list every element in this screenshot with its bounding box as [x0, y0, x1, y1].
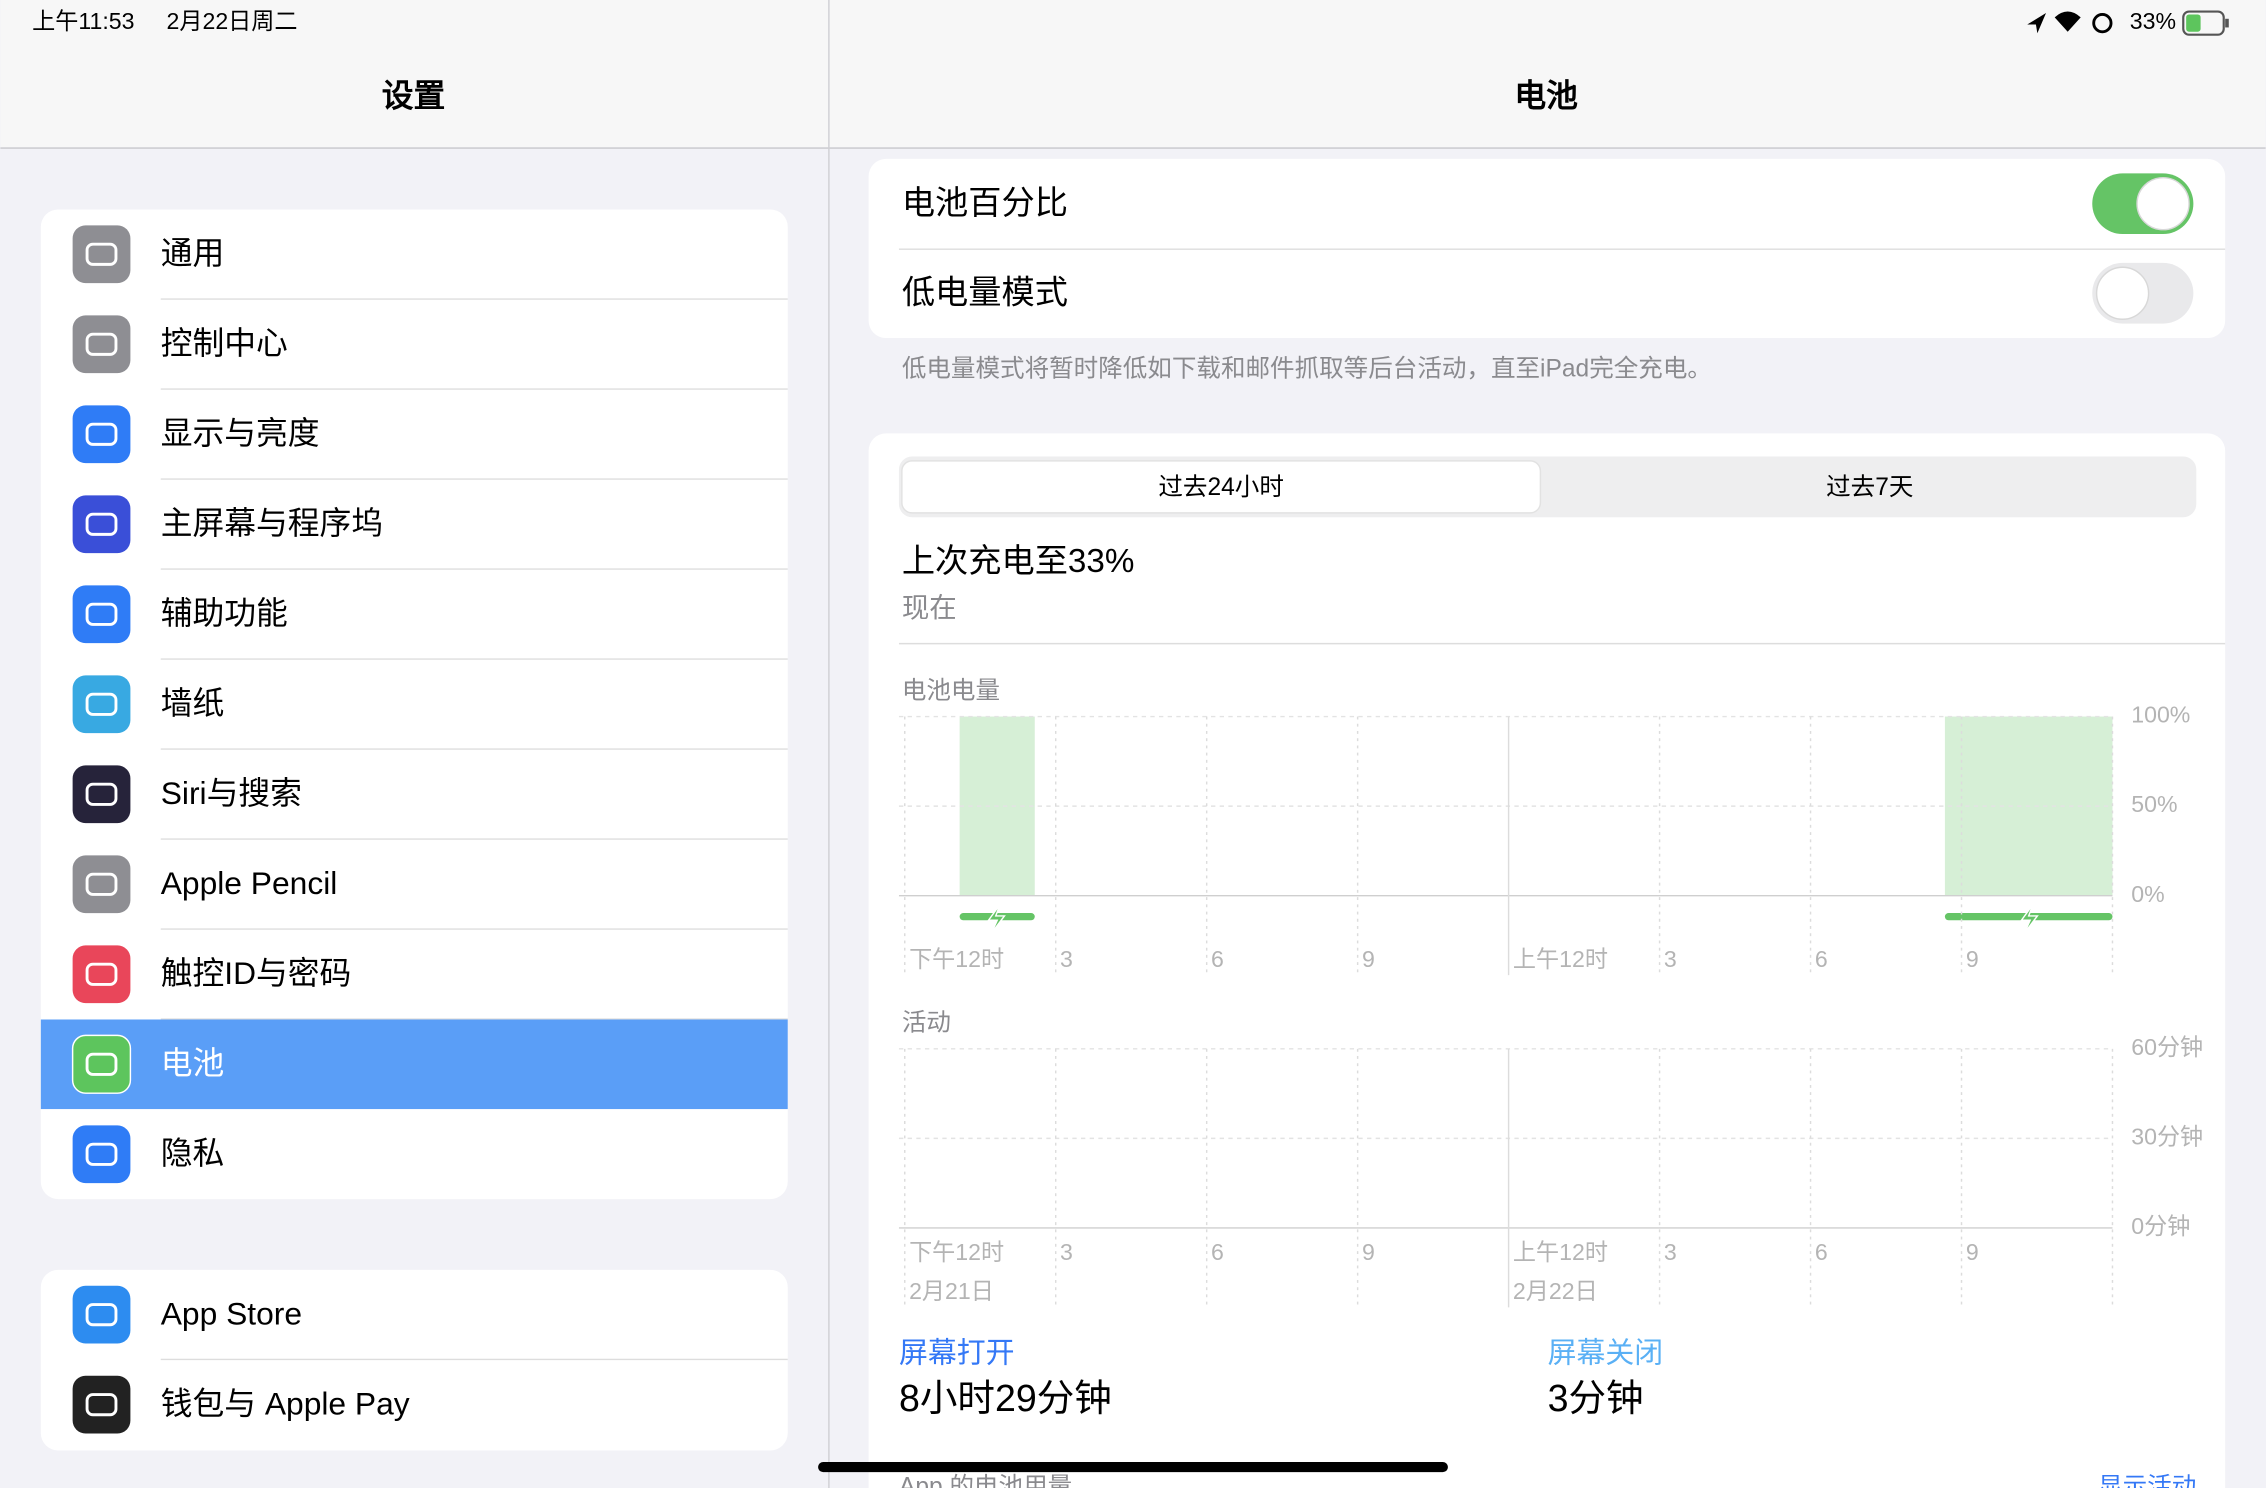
y-tick-label: 60分钟 [2131, 1034, 2203, 1060]
x-tick-label: 下午12时 [909, 946, 1004, 972]
icon-glyph [85, 602, 118, 626]
settings-icon[interactable] [72, 405, 131, 464]
segment[interactable]: 过去24小时 [1158, 473, 1284, 501]
segment[interactable]: 过去7天 [1826, 473, 1913, 501]
y-tick-label: 0分钟 [2131, 1213, 2190, 1239]
x-tick-label: 9 [1362, 946, 1375, 972]
show-activity[interactable]: 显示活动 [2098, 1472, 2196, 1488]
toggle-knob [2095, 266, 2150, 320]
y-tick-label: 30分钟 [2131, 1124, 2203, 1150]
status-date: 2月22日周二 [167, 8, 298, 34]
settings-icon[interactable] [72, 675, 131, 734]
screen-on-label: 屏幕打开 [899, 1338, 1015, 1370]
settings-icon[interactable] [72, 765, 131, 824]
y-tick-label: 0% [2131, 881, 2164, 907]
x-tick-label: 9 [1966, 946, 1979, 972]
icon-glyph [85, 692, 118, 716]
settings-item[interactable]: 隐私 [161, 1135, 225, 1171]
icon-glyph [85, 332, 118, 356]
x-date-label: 2月21日 [909, 1278, 994, 1304]
icon-glyph [85, 422, 118, 446]
header-bg [0, 0, 2266, 148]
icon-glyph [85, 1142, 118, 1166]
settings-item[interactable]: 墙纸 [161, 685, 225, 721]
settings-item[interactable]: 电池 [161, 1045, 225, 1081]
x-tick-label: 上午12时 [1513, 946, 1608, 972]
chart-title: 电池电量 [902, 676, 1000, 704]
last-charge-time: 现在 [902, 592, 957, 623]
icon-glyph [85, 872, 118, 896]
x-tick-label: 6 [1211, 1239, 1224, 1265]
toggle-label: 低电量模式 [902, 274, 1068, 311]
settings-item[interactable]: 显示与亮度 [161, 415, 320, 451]
status-icons [2027, 10, 2229, 36]
x-date-label: 2月22日 [1513, 1278, 1598, 1304]
screen-on-value: 8小时29分钟 [899, 1377, 1112, 1419]
icon-glyph [85, 1052, 118, 1076]
y-tick-label: 100% [2131, 702, 2190, 728]
icon-glyph [85, 512, 118, 536]
settings-icon[interactable] [72, 1285, 131, 1344]
settings-item[interactable]: 控制中心 [161, 325, 288, 361]
y-tick-label: 50% [2131, 791, 2177, 817]
settings-item[interactable]: App Store [161, 1295, 302, 1331]
settings-icon[interactable] [72, 225, 131, 284]
settings-item[interactable]: 触控ID与密码 [161, 955, 352, 991]
icon-glyph [85, 242, 118, 266]
settings-item[interactable]: Siri与搜索 [161, 775, 302, 811]
x-tick-label: 下午12时 [909, 1239, 1004, 1265]
settings-icon[interactable] [72, 855, 131, 914]
toggle-label: 电池百分比 [902, 185, 1068, 222]
home-indicator [818, 1461, 1448, 1473]
settings-item[interactable]: 主屏幕与程序坞 [161, 505, 383, 541]
detail-title: 电池 [1514, 78, 1578, 114]
settings-icon[interactable] [72, 585, 131, 644]
x-tick-label: 3 [1664, 946, 1677, 972]
x-tick-label: 9 [1966, 1239, 1979, 1265]
settings-group [40, 209, 788, 1200]
selected-row [40, 1019, 788, 1110]
last-charge: 上次充电至33% [902, 543, 1135, 580]
screen-off-value: 3分钟 [1548, 1377, 1644, 1419]
status-time: 上午11:53 [32, 8, 134, 34]
settings-icon[interactable] [72, 945, 131, 1004]
settings-icon[interactable] [72, 1375, 131, 1434]
x-tick-label: 6 [1815, 1239, 1828, 1265]
sidebar-title: 设置 [382, 78, 446, 114]
x-tick-label: 3 [1060, 1239, 1073, 1265]
chart-title: 活动 [902, 1009, 951, 1037]
status-battery: 33% [2130, 8, 2176, 34]
toggle-knob [2136, 176, 2190, 231]
screen-off-label: 屏幕关闭 [1548, 1338, 1664, 1370]
segment-selected [901, 460, 1542, 514]
x-tick-label: 3 [1060, 946, 1073, 972]
icon-glyph [85, 782, 118, 806]
settings-icon[interactable] [71, 1034, 132, 1094]
x-tick-label: 6 [1211, 946, 1224, 972]
settings-icon[interactable] [72, 315, 131, 374]
icon-glyph [85, 962, 118, 986]
x-tick-label: 6 [1815, 946, 1828, 972]
settings-icon[interactable] [72, 1125, 131, 1184]
settings-item[interactable]: 钱包与 Apple Pay [161, 1385, 410, 1421]
x-tick-label: 上午12时 [1513, 1239, 1608, 1265]
settings-item[interactable]: Apple Pencil [161, 865, 338, 901]
usage-card [868, 433, 2226, 1488]
icon-glyph [85, 1393, 118, 1417]
footnote: 低电量模式将暂时降低如下载和邮件抓取等后台活动，直至iPad完全充电。 [902, 354, 1712, 382]
icon-glyph [85, 1303, 118, 1327]
app-usage-header: App 的电池用量 [899, 1472, 1072, 1488]
x-tick-label: 3 [1664, 1239, 1677, 1265]
settings-item[interactable]: 辅助功能 [161, 595, 288, 631]
settings-item[interactable]: 通用 [161, 235, 225, 271]
x-tick-label: 9 [1362, 1239, 1375, 1265]
settings-icon[interactable] [72, 495, 131, 554]
